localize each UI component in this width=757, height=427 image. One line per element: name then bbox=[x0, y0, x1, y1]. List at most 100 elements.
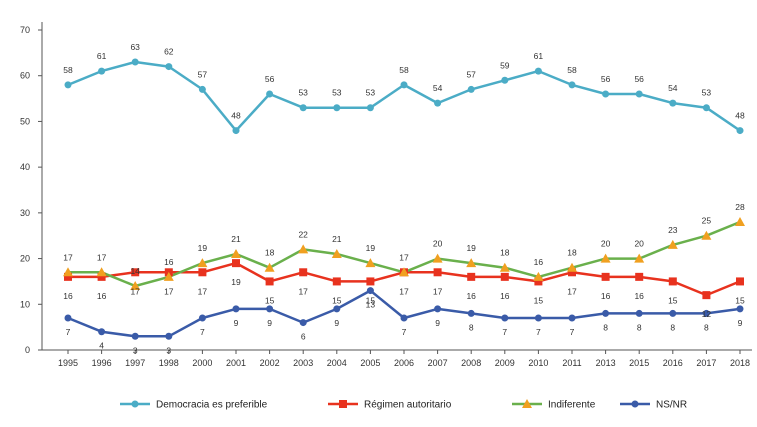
y-tick-label: 50 bbox=[20, 116, 30, 126]
axes bbox=[41, 22, 752, 351]
data-point bbox=[568, 314, 576, 322]
data-point bbox=[534, 67, 542, 75]
data-label: 17 bbox=[198, 286, 208, 296]
data-point bbox=[567, 262, 577, 272]
data-label: 14 bbox=[130, 266, 140, 276]
data-label: 28 bbox=[735, 202, 745, 212]
data-point bbox=[600, 253, 611, 263]
legend-marker bbox=[131, 400, 139, 408]
x-tick-label: 2009 bbox=[495, 358, 515, 368]
y-tick-label: 60 bbox=[20, 71, 30, 81]
y-tick-label: 30 bbox=[20, 208, 30, 218]
data-label: 3 bbox=[133, 345, 138, 355]
data-point bbox=[702, 291, 711, 300]
data-point bbox=[735, 217, 745, 226]
data-label: 20 bbox=[601, 239, 611, 249]
data-label: 61 bbox=[534, 51, 544, 61]
data-point bbox=[366, 287, 374, 295]
data-label: 9 bbox=[234, 318, 239, 328]
data-point bbox=[265, 277, 274, 286]
data-label: 19 bbox=[366, 243, 376, 253]
data-point bbox=[434, 99, 442, 107]
x-tick-label: 2003 bbox=[293, 358, 313, 368]
data-label: 63 bbox=[130, 42, 140, 52]
x-tick-label: 2018 bbox=[730, 358, 750, 368]
data-label: 16 bbox=[164, 257, 174, 267]
x-tick-label: 2004 bbox=[327, 358, 347, 368]
data-point bbox=[702, 309, 710, 317]
data-point bbox=[266, 90, 274, 98]
series-markers bbox=[63, 58, 745, 340]
legend-marker bbox=[339, 400, 347, 408]
data-point bbox=[399, 267, 409, 277]
data-label: 53 bbox=[366, 88, 376, 98]
data-point bbox=[298, 244, 309, 254]
data-label: 58 bbox=[567, 65, 577, 75]
x-tick-label: 1998 bbox=[159, 358, 179, 368]
x-tick-label: 2006 bbox=[394, 358, 414, 368]
data-label: 15 bbox=[366, 295, 376, 305]
data-point bbox=[232, 305, 240, 313]
data-label: 48 bbox=[735, 111, 745, 121]
x-tick-label: 2017 bbox=[696, 358, 716, 368]
data-label: 16 bbox=[97, 291, 107, 301]
x-axis-ticks: 1995 1996 1997 1998 2000 2001 2002 2003 2004 2005… bbox=[58, 350, 750, 368]
y-tick-label: 40 bbox=[20, 162, 30, 172]
data-point bbox=[568, 268, 576, 277]
data-point bbox=[467, 309, 475, 317]
data-point bbox=[669, 309, 677, 317]
x-tick-label: 2015 bbox=[629, 358, 649, 368]
data-label: 7 bbox=[66, 327, 71, 337]
data-label: 56 bbox=[601, 74, 611, 84]
data-point bbox=[96, 267, 107, 277]
legend-label: Democracia es preferible bbox=[156, 400, 268, 411]
data-point bbox=[98, 328, 106, 336]
legend-marker bbox=[522, 399, 532, 408]
y-tick-label: 10 bbox=[20, 299, 30, 309]
x-tick-label: 1995 bbox=[58, 358, 78, 368]
data-point bbox=[266, 305, 274, 313]
data-label: 17 bbox=[433, 286, 443, 296]
data-label: 53 bbox=[298, 88, 308, 98]
data-label: 48 bbox=[231, 111, 241, 121]
data-label: 13 bbox=[366, 300, 376, 310]
data-label: 18 bbox=[265, 248, 275, 258]
data-label: 15 bbox=[735, 295, 745, 305]
data-point bbox=[365, 258, 376, 268]
data-label: 21 bbox=[332, 234, 342, 244]
data-label: 17 bbox=[130, 286, 140, 296]
data-label: 18 bbox=[567, 248, 577, 258]
data-point bbox=[602, 90, 610, 98]
data-point bbox=[634, 253, 645, 263]
data-label: 8 bbox=[637, 322, 642, 332]
data-point bbox=[432, 253, 443, 263]
data-label: 20 bbox=[634, 239, 644, 249]
legend-label: NS/NR bbox=[656, 400, 687, 411]
data-point bbox=[366, 104, 374, 112]
data-point bbox=[533, 271, 544, 281]
data-point bbox=[667, 239, 678, 249]
x-tick-label: 2001 bbox=[226, 358, 246, 368]
data-point bbox=[433, 268, 442, 277]
data-point bbox=[299, 104, 307, 112]
data-label: 15 bbox=[668, 295, 678, 305]
data-label: 57 bbox=[466, 69, 476, 79]
x-tick-label: 1997 bbox=[125, 358, 145, 368]
data-point bbox=[165, 63, 173, 71]
data-label: 62 bbox=[164, 47, 174, 57]
data-point bbox=[130, 281, 141, 290]
data-point bbox=[131, 58, 139, 66]
y-tick-label: 0 bbox=[25, 345, 30, 355]
data-label: 6 bbox=[301, 332, 306, 342]
x-tick-label: 2008 bbox=[461, 358, 481, 368]
data-label: 7 bbox=[536, 327, 541, 337]
data-point bbox=[63, 267, 73, 277]
x-tick-label: 2005 bbox=[360, 358, 380, 368]
y-tick-label: 20 bbox=[20, 254, 30, 264]
data-label: 3 bbox=[166, 345, 171, 355]
x-tick-label: 2000 bbox=[192, 358, 212, 368]
data-label: 7 bbox=[200, 327, 205, 337]
data-point bbox=[668, 277, 677, 286]
